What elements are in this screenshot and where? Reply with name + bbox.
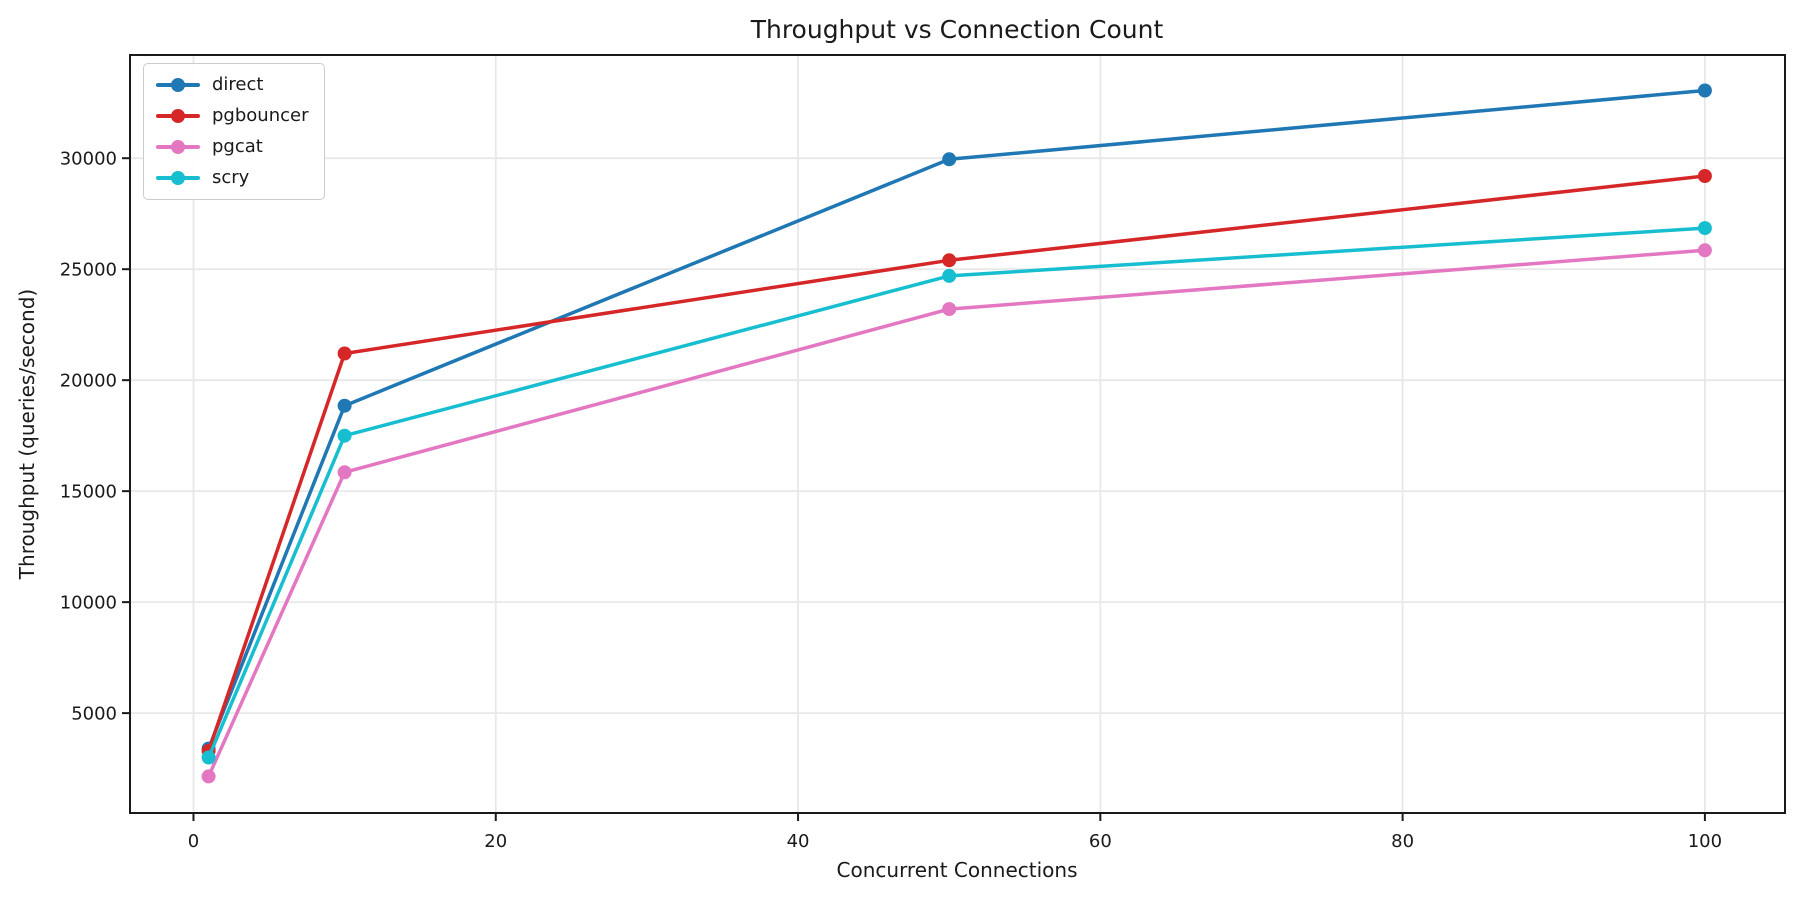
x-axis-label: Concurrent Connections (837, 858, 1078, 882)
legend: direct pgbouncer pgcat scry (143, 63, 326, 200)
data-point-pgbouncer-x50 (942, 253, 957, 268)
y-tick-label-10000: 10000 (60, 593, 117, 614)
x-tick-label-0: 0 (188, 831, 199, 852)
legend-item-direct: direct (156, 73, 308, 97)
data-point-pgbouncer-x10 (337, 346, 352, 361)
x-tick-label-80: 80 (1391, 831, 1414, 852)
legend-label-pgcat: pgcat (212, 136, 263, 157)
axis-layer: 0 20 40 60 80 100 5000 10000 15000 20000 25000 3000… (60, 149, 1722, 852)
legend-label-pgbouncer: pgbouncer (212, 105, 309, 126)
scry-legend-marker-icon (156, 171, 200, 185)
data-point-pgcat-x100 (1697, 243, 1712, 258)
series-line-scry (206, 226, 1707, 760)
grid-layer (130, 55, 1785, 813)
series-layer (201, 83, 1712, 784)
y-tick-label-25000: 25000 (60, 260, 117, 281)
data-point-scry-x100 (1697, 221, 1712, 236)
plot-border (129, 54, 1786, 814)
y-tick-label-5000: 5000 (71, 704, 117, 725)
x-tick-label-100: 100 (1688, 831, 1722, 852)
y-tick-label-30000: 30000 (60, 149, 117, 170)
pgcat-legend-marker-icon (156, 140, 200, 154)
x-tick-label-20: 20 (484, 831, 507, 852)
legend-item-pgcat: pgcat (156, 135, 308, 159)
legend-item-pgbouncer: pgbouncer (156, 104, 308, 128)
legend-item-scry: scry (156, 166, 308, 190)
x-tick-label-40: 40 (787, 831, 810, 852)
series-line-direct (206, 88, 1707, 751)
data-point-direct-x100 (1697, 83, 1712, 98)
direct-legend-marker-icon (156, 78, 200, 92)
y-tick-label-20000: 20000 (60, 371, 117, 392)
chart-title: Throughput vs Connection Count (750, 15, 1164, 44)
data-point-pgcat-x10 (337, 465, 352, 480)
data-point-scry-x50 (942, 268, 957, 283)
data-point-scry-x10 (337, 428, 352, 443)
series-line-pgcat (206, 248, 1707, 779)
y-tick-label-15000: 15000 (60, 482, 117, 503)
x-tick-label-60: 60 (1089, 831, 1112, 852)
series-line-pgbouncer (206, 174, 1707, 753)
data-point-pgcat-x1 (201, 769, 216, 784)
legend-label-scry: scry (212, 167, 250, 188)
pgbouncer-legend-marker-icon (156, 109, 200, 123)
legend-label-direct: direct (212, 74, 264, 95)
data-point-direct-x10 (337, 398, 352, 413)
data-point-pgcat-x50 (942, 302, 957, 317)
y-axis-label: Throughput (queries/second) (15, 289, 39, 580)
data-point-pgbouncer-x100 (1697, 169, 1712, 183)
data-point-direct-x50 (942, 152, 957, 167)
data-point-scry-x1 (201, 750, 216, 765)
